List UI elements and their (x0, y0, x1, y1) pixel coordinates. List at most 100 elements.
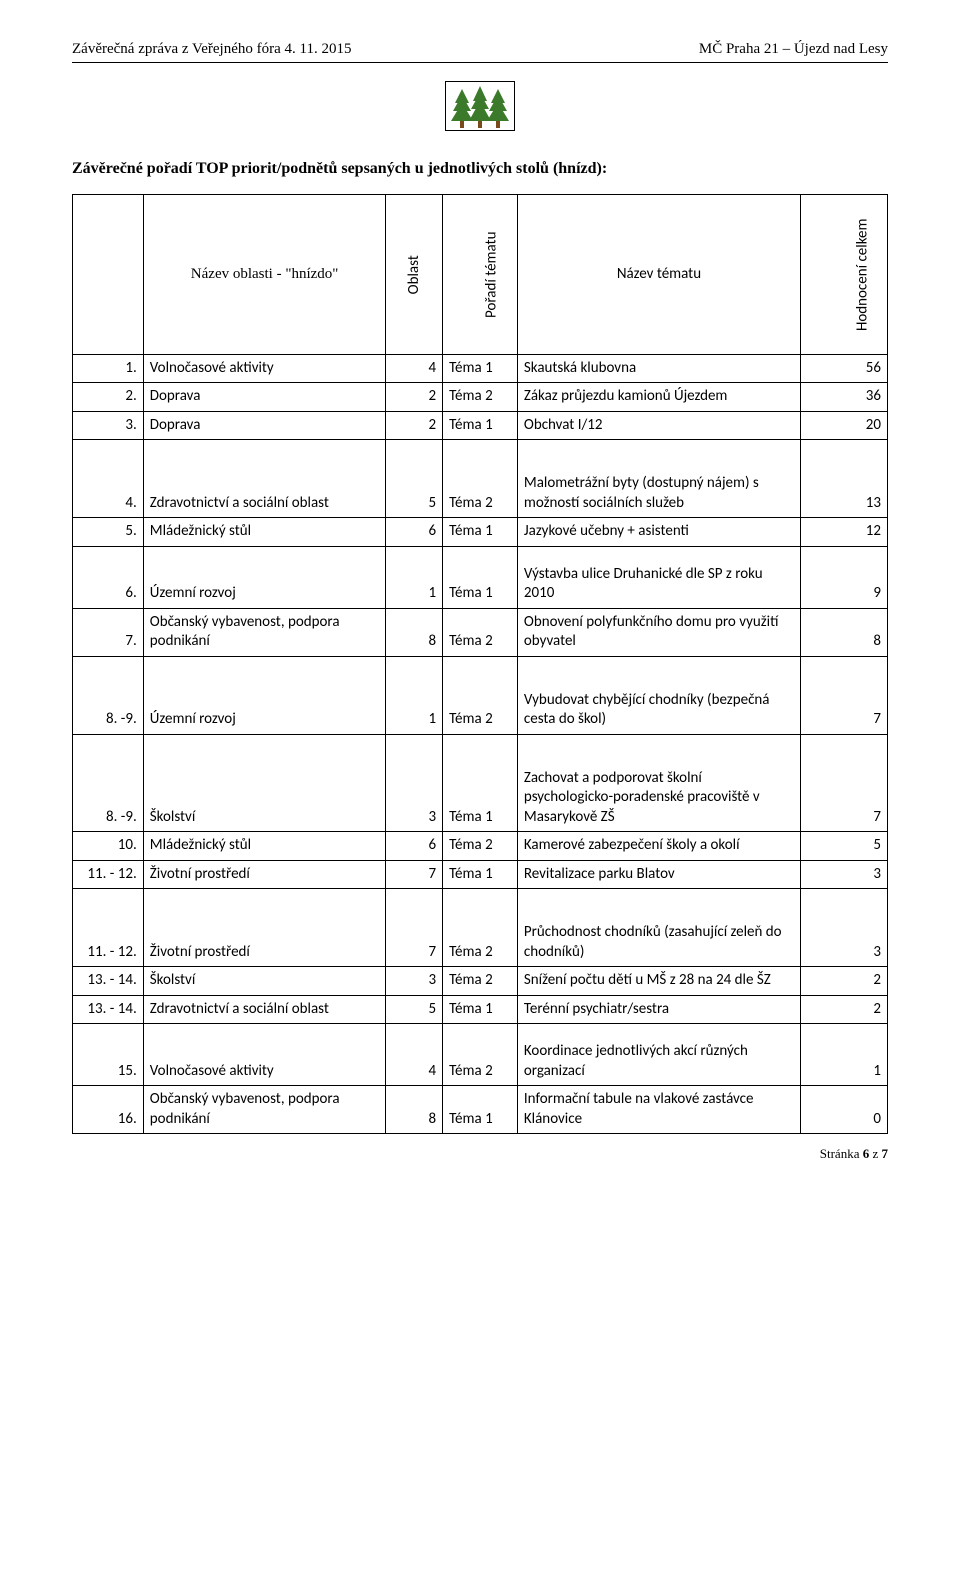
cell-topic-name: Zákaz průjezdu kamionů Újezdem (517, 383, 800, 412)
cell-topic-order: Téma 1 (443, 411, 518, 440)
cell-area-num: 4 (386, 354, 443, 383)
cell-topic-order: Téma 2 (443, 1024, 518, 1086)
cell-rank: 11. - 12. (73, 860, 144, 889)
table-row: 16.Občanský vybavenost, podpora podnikán… (73, 1086, 888, 1134)
cell-area-num: 8 (386, 1086, 443, 1134)
cell-rating: 2 (801, 995, 888, 1024)
table-row: 4.Zdravotnictví a sociální oblast5Téma 2… (73, 440, 888, 518)
cell-rank: 1. (73, 354, 144, 383)
table-row: 13. - 14.Zdravotnictví a sociální oblast… (73, 995, 888, 1024)
cell-area-num: 7 (386, 889, 443, 967)
cell-topic-order: Téma 1 (443, 860, 518, 889)
cell-area-num: 8 (386, 608, 443, 656)
table-row: 15.Volnočasové aktivity4Téma 2Koordinace… (73, 1024, 888, 1086)
cell-area-num: 1 (386, 546, 443, 608)
cell-area-name: Územní rozvoj (143, 656, 386, 734)
cell-topic-order: Téma 1 (443, 1086, 518, 1134)
cell-area-name: Životní prostředí (143, 889, 386, 967)
cell-area-num: 5 (386, 440, 443, 518)
cell-area-num: 1 (386, 656, 443, 734)
cell-area-name: Mládežnický stůl (143, 832, 386, 861)
page-title: Závěrečné pořadí TOP priorit/podnětů sep… (72, 159, 888, 180)
page-footer: Stránka 6 z 7 (72, 1146, 888, 1163)
cell-rating: 2 (801, 967, 888, 996)
cell-area-name: Volnočasové aktivity (143, 354, 386, 383)
cell-topic-name: Malometrážní byty (dostupný nájem) s mož… (517, 440, 800, 518)
priorities-table: Název oblasti - "hnízdo" Oblast Pořadí t… (72, 194, 888, 1135)
table-row: 11. - 12.Životní prostředí7Téma 2Průchod… (73, 889, 888, 967)
cell-area-num: 4 (386, 1024, 443, 1086)
cell-area-num: 3 (386, 967, 443, 996)
cell-rating: 8 (801, 608, 888, 656)
cell-topic-order: Téma 2 (443, 967, 518, 996)
cell-rank: 3. (73, 411, 144, 440)
cell-area-name: Zdravotnictví a sociální oblast (143, 995, 386, 1024)
cell-topic-order: Téma 2 (443, 889, 518, 967)
col-name: Název oblasti - "hnízdo" (143, 194, 386, 354)
cell-area-num: 7 (386, 860, 443, 889)
col-topic-order: Pořadí tématu (443, 194, 518, 354)
cell-topic-order: Téma 1 (443, 518, 518, 547)
table-header-row: Název oblasti - "hnízdo" Oblast Pořadí t… (73, 194, 888, 354)
cell-topic-name: Snížení počtu dětí u MŠ z 28 na 24 dle Š… (517, 967, 800, 996)
cell-rating: 20 (801, 411, 888, 440)
cell-topic-name: Vybudovat chybějící chodníky (bezpečná c… (517, 656, 800, 734)
cell-rating: 5 (801, 832, 888, 861)
cell-area-name: Volnočasové aktivity (143, 1024, 386, 1086)
table-row: 10.Mládežnický stůl6Téma 2Kamerové zabez… (73, 832, 888, 861)
cell-area-name: Školství (143, 967, 386, 996)
table-row: 7.Občanský vybavenost, podpora podnikání… (73, 608, 888, 656)
cell-rank: 16. (73, 1086, 144, 1134)
cell-rating: 7 (801, 656, 888, 734)
cell-topic-name: Terénní psychiatr/sestra (517, 995, 800, 1024)
cell-topic-name: Výstavba ulice Druhanické dle SP z roku … (517, 546, 800, 608)
cell-area-name: Občanský vybavenost, podpora podnikání (143, 1086, 386, 1134)
cell-topic-name: Revitalizace parku Blatov (517, 860, 800, 889)
cell-topic-name: Koordinace jednotlivých akcí různých org… (517, 1024, 800, 1086)
header-left-text: Závěrečná zpráva z Veřejného fóra 4. 11.… (72, 40, 351, 60)
table-row: 8. -9.Územní rozvoj1Téma 2Vybudovat chyb… (73, 656, 888, 734)
table-row: 2.Doprava2Téma 2Zákaz průjezdu kamionů Ú… (73, 383, 888, 412)
cell-area-name: Mládežnický stůl (143, 518, 386, 547)
cell-rating: 12 (801, 518, 888, 547)
cell-area-num: 2 (386, 383, 443, 412)
col-topic-order-label: Pořadí tématu (483, 231, 503, 317)
cell-topic-order: Téma 1 (443, 546, 518, 608)
col-area-label: Oblast (405, 255, 425, 294)
cell-rating: 13 (801, 440, 888, 518)
cell-topic-order: Téma 2 (443, 440, 518, 518)
col-area: Oblast (386, 194, 443, 354)
cell-rank: 13. - 14. (73, 967, 144, 996)
cell-topic-name: Průchodnost chodníků (zasahující zeleň d… (517, 889, 800, 967)
cell-area-name: Životní prostředí (143, 860, 386, 889)
cell-area-name: Školství (143, 734, 386, 832)
col-rating: Hodnocení celkem (801, 194, 888, 354)
cell-rank: 10. (73, 832, 144, 861)
table-row: 11. - 12.Životní prostředí7Téma 1Revital… (73, 860, 888, 889)
cell-topic-order: Téma 2 (443, 832, 518, 861)
cell-area-name: Doprava (143, 383, 386, 412)
cell-rating: 0 (801, 1086, 888, 1134)
table-body: 1.Volnočasové aktivity4Téma 1Skautská kl… (73, 354, 888, 1134)
cell-area-num: 5 (386, 995, 443, 1024)
cell-rank: 2. (73, 383, 144, 412)
cell-rank: 4. (73, 440, 144, 518)
cell-topic-name: Kamerové zabezpečení školy a okolí (517, 832, 800, 861)
cell-rank: 7. (73, 608, 144, 656)
cell-topic-order: Téma 1 (443, 995, 518, 1024)
cell-topic-name: Informační tabule na vlakové zastávce Kl… (517, 1086, 800, 1134)
cell-rank: 8. -9. (73, 656, 144, 734)
cell-rank: 8. -9. (73, 734, 144, 832)
cell-area-name: Občanský vybavenost, podpora podnikání (143, 608, 386, 656)
cell-topic-order: Téma 1 (443, 734, 518, 832)
cell-rank: 5. (73, 518, 144, 547)
page-header: Závěrečná zpráva z Veřejného fóra 4. 11.… (72, 40, 888, 63)
cell-topic-name: Skautská klubovna (517, 354, 800, 383)
cell-rank: 11. - 12. (73, 889, 144, 967)
footer-total: 7 (882, 1146, 889, 1161)
col-blank (73, 194, 144, 354)
cell-topic-order: Téma 2 (443, 656, 518, 734)
cell-area-num: 3 (386, 734, 443, 832)
footer-label: Stránka (820, 1146, 863, 1161)
col-rating-label: Hodnocení celkem (854, 218, 874, 330)
